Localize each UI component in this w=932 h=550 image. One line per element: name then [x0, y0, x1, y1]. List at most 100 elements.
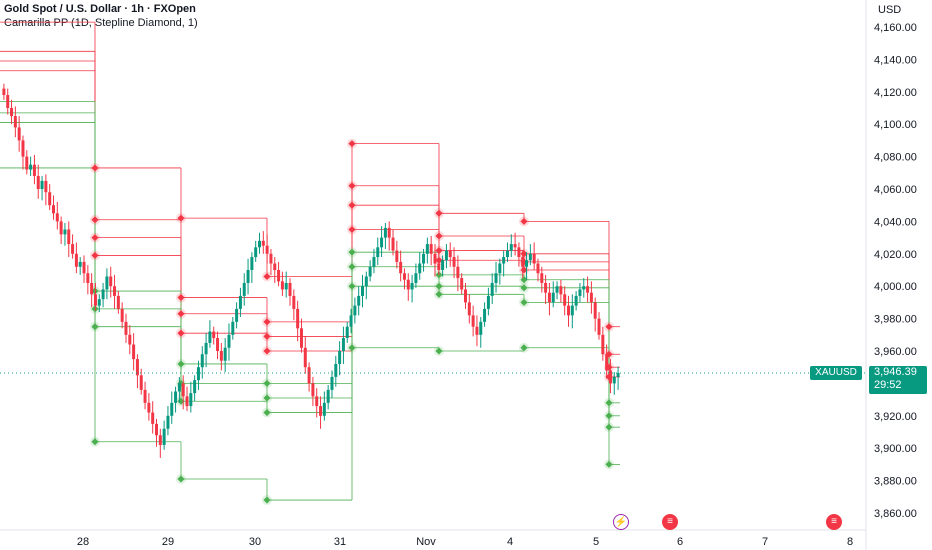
price-tick-label: 4,140.00 — [874, 54, 917, 66]
pivot-diamond-r2 — [435, 247, 443, 255]
candle-body — [10, 108, 14, 117]
candle-body — [319, 406, 323, 416]
candle-body — [536, 263, 540, 274]
candle-body — [418, 263, 422, 274]
candle-body — [464, 289, 467, 303]
candle-body — [593, 302, 597, 319]
us-flag-icon[interactable]: ≡ — [826, 514, 842, 530]
currency-label[interactable]: USD — [878, 4, 902, 16]
candle-body — [441, 260, 445, 270]
date-tick-label: 8 — [847, 536, 853, 548]
candle-body — [467, 302, 471, 316]
indicator-label[interactable]: Camarilla PP (1D, Stepline Diamond, 1) — [4, 17, 198, 29]
candle-body — [17, 127, 21, 141]
pivot-diamond-s4 — [520, 344, 528, 352]
pivot-diamond-r2 — [91, 234, 99, 242]
candle-body — [498, 263, 502, 274]
pivot-diamond-s4 — [348, 344, 356, 352]
candle-body — [544, 282, 548, 293]
candle-body — [372, 257, 376, 267]
candle-body — [528, 253, 532, 261]
date-tick-label: 4 — [507, 536, 513, 548]
candle-body — [387, 227, 391, 238]
candle-body — [315, 396, 319, 407]
candle-body — [578, 289, 582, 296]
candle-body — [570, 305, 574, 316]
candle-body — [475, 326, 479, 335]
pivot-diamond-s2 — [263, 394, 271, 402]
candle-body — [151, 412, 155, 424]
candle-body — [86, 273, 90, 283]
candle-body — [273, 263, 277, 270]
candle-body — [311, 383, 315, 397]
candle-body — [471, 315, 475, 327]
pivot-diamond-s1 — [177, 360, 185, 368]
candle-body — [395, 250, 399, 262]
pivot-diamond-r4 — [263, 272, 271, 281]
candle-body — [204, 342, 208, 355]
candle-body — [589, 292, 593, 303]
candle-body — [124, 321, 128, 335]
pivot-diamond-s4 — [263, 496, 271, 504]
price-tick-label: 4,080.00 — [874, 152, 917, 164]
candle-body — [238, 295, 242, 309]
candle-body — [254, 247, 258, 258]
candle-body — [269, 253, 273, 264]
candle-body — [55, 213, 59, 222]
candle-body — [460, 278, 464, 290]
candle-body — [139, 375, 143, 390]
candle-body — [345, 326, 349, 339]
pivot-diamond-r4 — [348, 140, 356, 148]
candle-body — [177, 383, 181, 392]
pivot-diamond-r4 — [435, 209, 443, 217]
candle-body — [48, 192, 52, 206]
candle-body — [425, 244, 429, 254]
price-tick-label: 3,980.00 — [874, 314, 917, 326]
candle-body — [582, 286, 586, 290]
candle-body — [555, 286, 559, 293]
candle-body — [74, 253, 78, 267]
candle-body — [399, 261, 403, 274]
pivot-diamond-r3 — [348, 182, 356, 190]
current-price-value: 3,946.39 — [874, 366, 917, 378]
candle-body — [494, 273, 498, 283]
candle-body — [116, 295, 120, 309]
pivot-diamond-r3 — [263, 318, 271, 326]
candle-body — [128, 334, 132, 345]
candle-body — [437, 263, 441, 270]
candle-body — [612, 376, 616, 384]
lightning-icon[interactable]: ⚡ — [613, 514, 629, 530]
candle-body — [540, 273, 544, 283]
pivot-diamond-r4 — [91, 164, 99, 172]
date-tick-label: 30 — [249, 536, 261, 548]
pivot-diamond-s4 — [435, 347, 443, 355]
pivot-diamond-r4 — [605, 323, 613, 331]
pivot-diamond-s1 — [263, 379, 271, 387]
candle-body — [429, 244, 433, 254]
date-tick-label: 7 — [762, 536, 768, 548]
us-flag-icon[interactable]: ≡ — [662, 514, 678, 530]
candle-body — [40, 180, 44, 189]
candle-body — [208, 331, 212, 343]
candle-body — [181, 383, 185, 397]
candle-body — [82, 261, 86, 274]
date-tick-label: 29 — [162, 536, 174, 548]
candle-body — [196, 367, 200, 381]
candle-body — [616, 373, 620, 377]
candle-body — [113, 286, 117, 296]
candle-body — [349, 315, 353, 327]
pivot-diamond-s4 — [177, 475, 185, 483]
candle-body — [368, 266, 372, 277]
pivot-diamond-s3 — [263, 409, 271, 417]
candle-body — [235, 308, 239, 322]
candle-body — [296, 308, 300, 329]
candle-body — [32, 164, 36, 177]
candle-body — [532, 253, 536, 264]
candle-body — [486, 295, 490, 309]
candle-body — [391, 237, 395, 251]
pivot-diamond-s1 — [605, 399, 613, 407]
price-tick-label: 3,920.00 — [874, 411, 917, 423]
candle-body — [567, 305, 570, 316]
candle-body — [78, 261, 82, 267]
